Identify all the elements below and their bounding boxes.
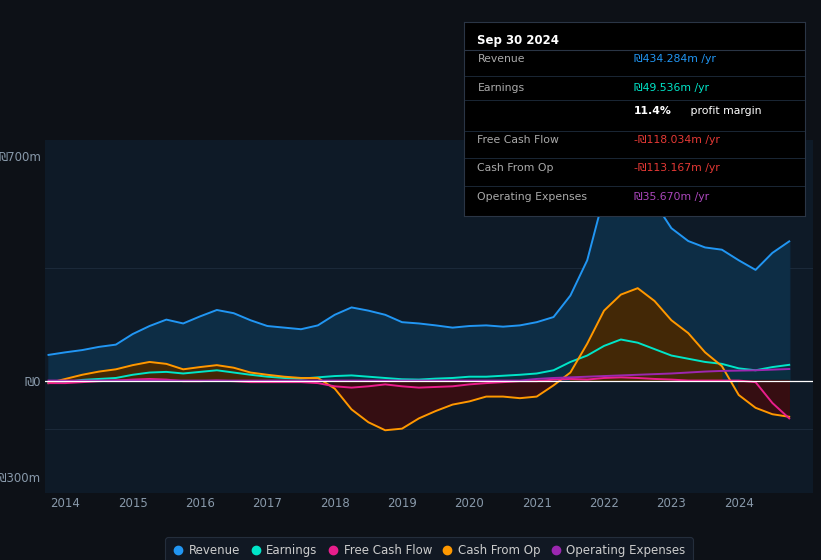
Text: Revenue: Revenue — [478, 54, 525, 64]
Text: Sep 30 2024: Sep 30 2024 — [478, 34, 559, 47]
Text: Earnings: Earnings — [478, 83, 525, 94]
Text: -₪113.167m /yr: -₪113.167m /yr — [635, 164, 720, 174]
Legend: Revenue, Earnings, Free Cash Flow, Cash From Op, Operating Expenses: Revenue, Earnings, Free Cash Flow, Cash … — [165, 538, 693, 560]
Text: Operating Expenses: Operating Expenses — [478, 193, 588, 202]
Text: ₪434.284m /yr: ₪434.284m /yr — [635, 54, 716, 64]
Text: 11.4%: 11.4% — [635, 106, 672, 116]
Text: Free Cash Flow: Free Cash Flow — [478, 136, 559, 146]
Text: -₪118.034m /yr: -₪118.034m /yr — [635, 136, 720, 146]
Text: profit margin: profit margin — [687, 106, 762, 116]
Text: ₪49.536m /yr: ₪49.536m /yr — [635, 83, 709, 94]
Text: ₪35.670m /yr: ₪35.670m /yr — [635, 193, 709, 202]
Text: Cash From Op: Cash From Op — [478, 164, 554, 174]
